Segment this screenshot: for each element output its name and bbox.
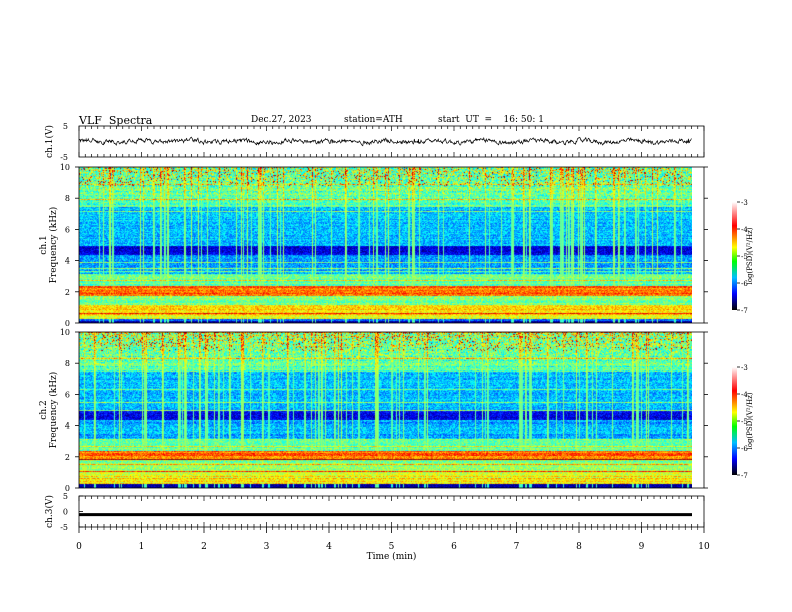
ch1-colorbar-tick-label: -7 xyxy=(741,307,748,315)
ch2-spectrogram xyxy=(79,332,692,488)
ch2-spectrogram-axis-ytick-label: 8 xyxy=(65,359,70,368)
ch1-spectrogram-axis-ytick-label: 8 xyxy=(65,194,70,203)
x-tick-label: 4 xyxy=(326,542,332,552)
ch1-colorbar: -3 -4 -5 -6 -7 log(PSD)(V²/Hz) xyxy=(732,199,754,315)
ch2-spectrogram-axis-frame xyxy=(78,331,705,489)
ch2-colorbar: -3 -4 -5 -6 -7 log(PSD)(V²/Hz) xyxy=(732,364,754,480)
x-tick-label: 7 xyxy=(514,542,520,552)
ch1-waveform-line xyxy=(78,136,692,147)
ch1-spectrogram-axis-channel-label: ch.1 xyxy=(39,235,49,254)
ch1-colorbar-tick-label: -4 xyxy=(741,226,748,234)
ch2-colorbar-label: log(PSD)(V²/Hz) xyxy=(746,392,754,449)
start-time-label: start UT = 16: 50: 1 xyxy=(438,115,544,125)
ch2-colorbar-tick-label: -3 xyxy=(741,364,748,372)
ch2-spectrogram-canvas xyxy=(79,332,692,488)
chart-title: VLF Spectra xyxy=(79,114,153,127)
ch3-ytick-label: 5 xyxy=(63,492,68,501)
ch1-spectrogram-axis-ytick-label: 0 xyxy=(65,319,70,328)
station-label: station=ATH xyxy=(344,115,403,125)
ch1-spectrogram-axis-ytick-label: 4 xyxy=(65,257,70,266)
date-label: Dec.27, 2023 xyxy=(251,115,312,125)
ch3-ytick-label: -5 xyxy=(60,523,68,532)
ch1-spectrogram-axis-frame xyxy=(78,166,705,324)
x-tick-label: 8 xyxy=(576,542,582,552)
ch2-spectrogram-axis-channel-label: ch.2 xyxy=(39,400,49,419)
ch2-colorbar-tick-label: -4 xyxy=(741,391,748,399)
x-tick-label: 1 xyxy=(139,542,145,552)
x-tick-label: 3 xyxy=(264,542,270,552)
ch2-spectrogram-axis-ylabel: Frequency (kHz) xyxy=(48,372,59,449)
ch3-waveform-ylabel: ch.3(V) xyxy=(44,495,55,528)
x-tick-label: 10 xyxy=(698,542,710,552)
ch2-spectrogram-axis-ytick-label: 6 xyxy=(65,390,70,399)
x-tick-label: 6 xyxy=(451,542,457,552)
ch2-spectrogram-axis-ytick-label: 10 xyxy=(60,328,70,337)
ch1-spectrogram-image xyxy=(79,167,692,323)
x-axis-label: Time (min) xyxy=(367,551,417,562)
ch2-colorbar-tick-label: -7 xyxy=(741,472,748,480)
ch1-colorbar-tick-label: -5 xyxy=(741,253,748,261)
ch1-spectrogram-axis-ytick-label: 10 xyxy=(60,163,70,172)
ch2-spectrogram-axis-ytick-label: 2 xyxy=(65,453,70,462)
ch1-spectrogram-axis-ytick-label: 2 xyxy=(65,288,70,297)
ch2-colorbar-tick-label: -5 xyxy=(741,418,748,426)
ch1-spectrogram xyxy=(79,167,692,323)
ch1-spectrogram-canvas xyxy=(79,167,692,323)
ch3-ytick-label: 0 xyxy=(63,508,68,517)
ch2-colorbar-gradient-bar xyxy=(732,367,737,475)
ch2-colorbar-tick-label: -6 xyxy=(741,445,748,453)
ch1-spectrogram-axis-ylabel: Frequency (kHz) xyxy=(48,207,59,284)
ch2-spectrogram-image xyxy=(79,332,692,488)
ch1-colorbar-gradient xyxy=(732,202,737,310)
ch1-ytick-label: 5 xyxy=(63,122,68,131)
x-tick-label: 2 xyxy=(201,542,207,552)
ch2-colorbar-gradient xyxy=(732,367,737,475)
ch2-spectrogram-axis-ytick-label: 0 xyxy=(65,484,70,493)
x-tick-label: 9 xyxy=(639,542,645,552)
ch2-spectrogram-axis-ytick-label: 4 xyxy=(65,422,70,431)
ch1-spectrogram-axis-ytick-label: 6 xyxy=(65,225,70,234)
x-tick-label: 0 xyxy=(76,542,82,552)
ch1-colorbar-label: log(PSD)(V²/Hz) xyxy=(746,227,754,284)
ch1-colorbar-tick-label: -3 xyxy=(741,199,748,207)
ch1-colorbar-gradient-bar xyxy=(732,202,737,310)
ch1-ytick-label: -5 xyxy=(60,153,68,162)
ch1-colorbar-tick-label: -6 xyxy=(741,280,748,288)
x-tick-label: 5 xyxy=(389,542,395,552)
ch1-waveform-ylabel: ch.1(V) xyxy=(44,125,55,158)
